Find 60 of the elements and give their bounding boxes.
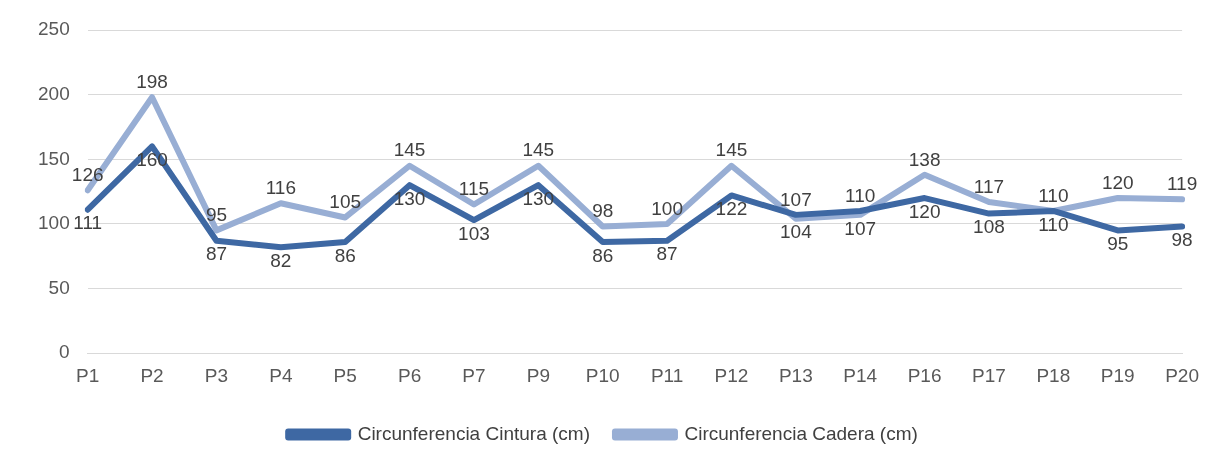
data-label: 100 — [651, 197, 683, 219]
data-label: 98 — [1171, 229, 1193, 251]
data-label: 198 — [136, 70, 168, 92]
x-tick-label: P13 — [778, 364, 813, 386]
y-tick-label: 50 — [48, 276, 70, 298]
data-label: 120 — [908, 200, 941, 222]
x-tick-label: P2 — [140, 364, 164, 386]
x-tick-label: P17 — [972, 364, 1006, 386]
data-label: 115 — [458, 178, 490, 200]
data-label: 122 — [715, 198, 748, 220]
y-tick-label: 150 — [38, 147, 70, 169]
data-label: 107 — [779, 188, 812, 210]
data-label: 105 — [329, 191, 362, 213]
data-label: 82 — [270, 249, 292, 271]
y-tick-label: 100 — [38, 212, 70, 234]
data-label: 138 — [908, 148, 941, 170]
data-label: 145 — [522, 139, 555, 161]
legend-label: Circunferencia Cintura (cm) — [357, 422, 590, 444]
legend-label: Circunferencia Cadera (cm) — [684, 422, 918, 444]
data-label: 98 — [592, 200, 614, 222]
x-tick-label: P3 — [204, 364, 229, 386]
x-tick-label: P1 — [76, 364, 100, 386]
data-label: 110 — [845, 184, 876, 206]
data-label: 107 — [844, 217, 877, 239]
data-label: 119 — [1166, 173, 1198, 195]
x-tick-label: P9 — [526, 364, 550, 386]
x-tick-label: P6 — [397, 364, 422, 386]
data-label: 117 — [973, 175, 1005, 197]
data-label: 120 — [1101, 171, 1134, 193]
x-tick-label: P11 — [650, 364, 684, 386]
data-label: 126 — [71, 164, 104, 186]
x-tick-label: P18 — [1036, 364, 1071, 386]
data-label: 110 — [1038, 184, 1069, 206]
data-label: 108 — [973, 216, 1005, 238]
data-label: 87 — [656, 243, 678, 265]
data-label: 104 — [779, 221, 813, 243]
data-label: 145 — [393, 139, 426, 161]
x-tick-label: P12 — [714, 364, 749, 386]
x-tick-label: P10 — [585, 364, 620, 386]
data-label: 95 — [1107, 233, 1129, 255]
data-label: 116 — [265, 176, 296, 198]
data-label: 87 — [205, 243, 228, 265]
data-label: 111 — [73, 212, 103, 234]
x-tick-label: P20 — [1165, 364, 1199, 386]
x-tick-label: P4 — [269, 364, 293, 386]
x-tick-label: P14 — [843, 364, 878, 386]
x-tick-label: P7 — [462, 364, 486, 386]
data-label: 130 — [393, 187, 426, 209]
data-label: 103 — [458, 222, 490, 244]
data-label: 145 — [715, 139, 748, 161]
data-label: 86 — [334, 244, 356, 266]
data-label: 86 — [592, 244, 614, 266]
x-tick-label: P16 — [907, 364, 942, 386]
data-label: 95 — [205, 204, 228, 226]
y-tick-label: 0 — [59, 341, 70, 363]
y-tick-label: 200 — [38, 82, 70, 104]
x-tick-label: P19 — [1100, 364, 1135, 386]
x-tick-label: P5 — [333, 364, 357, 386]
y-tick-label: 250 — [38, 18, 70, 40]
data-label: 110 — [1038, 213, 1069, 235]
